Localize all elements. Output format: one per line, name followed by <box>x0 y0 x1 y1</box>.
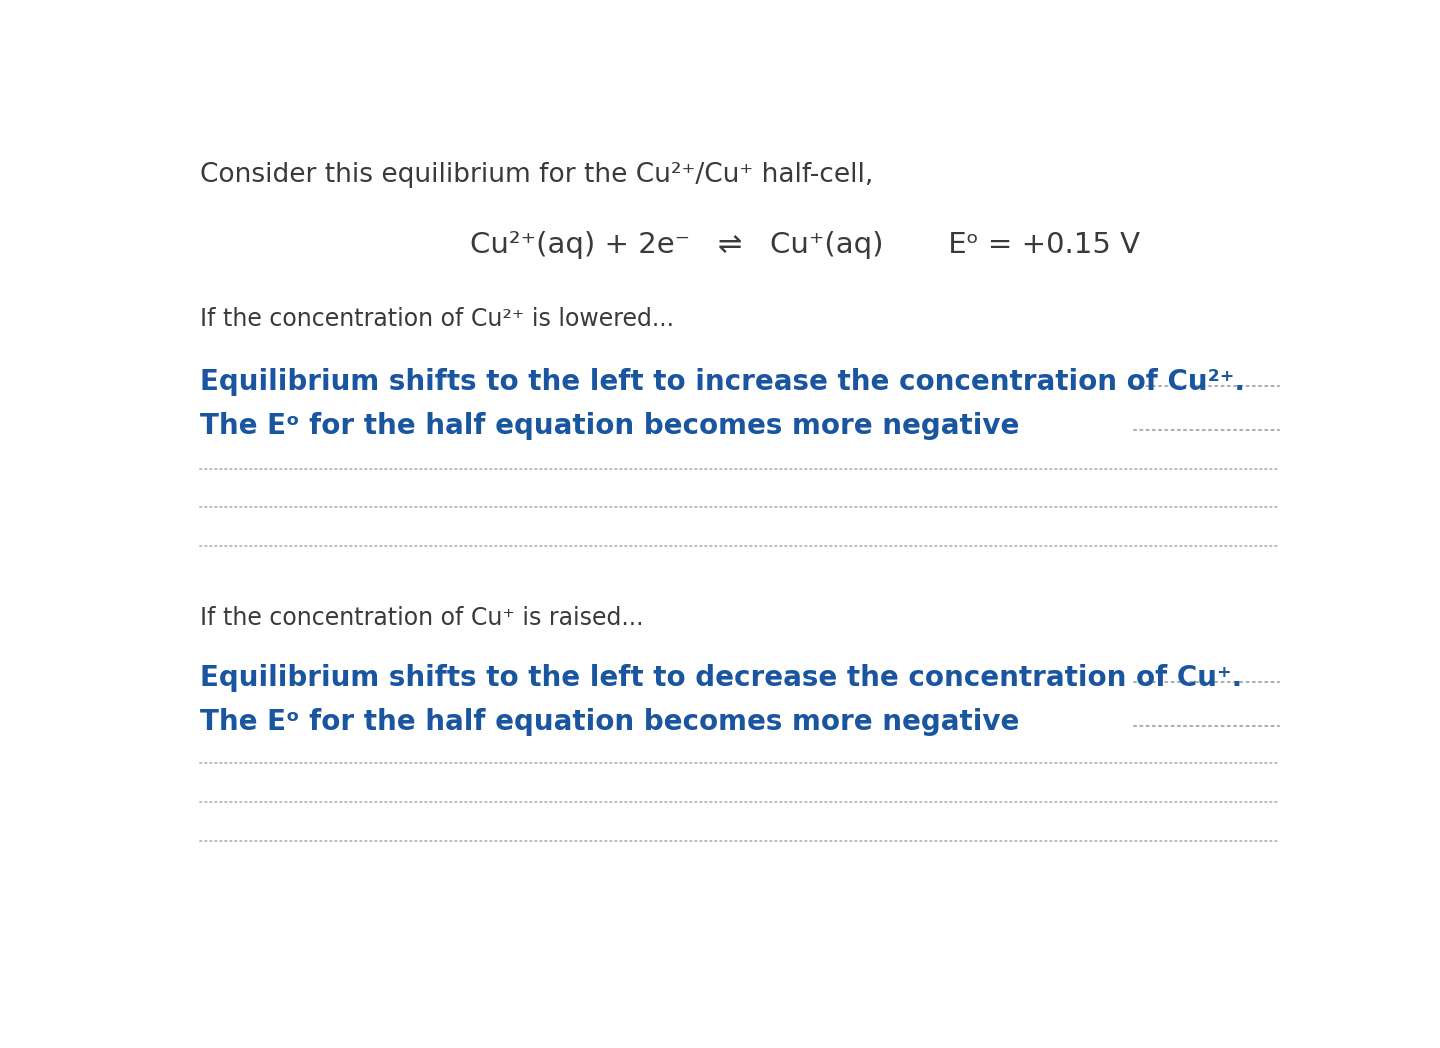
Text: The Eᵒ for the half equation becomes more negative: The Eᵒ for the half equation becomes mor… <box>200 412 1020 440</box>
Text: The Eᵒ for the half equation becomes more negative: The Eᵒ for the half equation becomes mor… <box>200 708 1020 737</box>
Text: Equilibrium shifts to the left to increase the concentration of Cu²⁺.: Equilibrium shifts to the left to increa… <box>200 368 1246 396</box>
Text: Cu²⁺(aq) + 2e⁻   ⇌   Cu⁺(aq)       Eᵒ = +0.15 V: Cu²⁺(aq) + 2e⁻ ⇌ Cu⁺(aq) Eᵒ = +0.15 V <box>469 231 1140 259</box>
Text: Equilibrium shifts to the left to decrease the concentration of Cu⁺.: Equilibrium shifts to the left to decrea… <box>200 664 1243 692</box>
Text: Consider this equilibrium for the Cu²⁺/Cu⁺ half-cell,: Consider this equilibrium for the Cu²⁺/C… <box>200 162 874 188</box>
Text: If the concentration of Cu⁺ is raised...: If the concentration of Cu⁺ is raised... <box>200 606 644 630</box>
Text: If the concentration of Cu²⁺ is lowered...: If the concentration of Cu²⁺ is lowered.… <box>200 307 674 331</box>
